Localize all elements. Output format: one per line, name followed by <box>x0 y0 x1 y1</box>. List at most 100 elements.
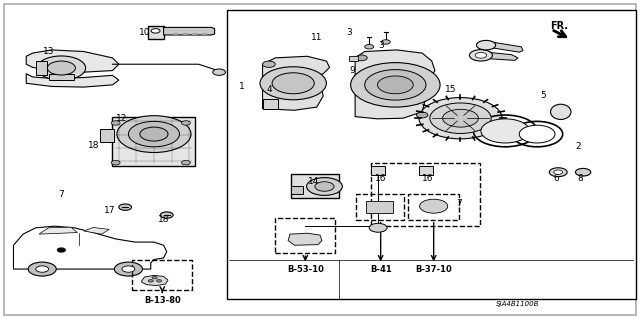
Circle shape <box>549 168 567 177</box>
Bar <box>371 166 385 175</box>
Text: 12: 12 <box>116 114 128 123</box>
Bar <box>100 129 114 142</box>
Circle shape <box>122 266 135 272</box>
Circle shape <box>365 70 426 100</box>
Circle shape <box>181 121 190 125</box>
Circle shape <box>469 50 492 61</box>
Bar <box>182 33 188 35</box>
Polygon shape <box>288 233 322 245</box>
Text: FR.: FR. <box>550 21 568 31</box>
Polygon shape <box>491 42 523 52</box>
Circle shape <box>148 279 154 282</box>
Text: 4: 4 <box>266 85 272 94</box>
Circle shape <box>181 160 190 165</box>
Circle shape <box>307 178 342 196</box>
Bar <box>408 194 460 220</box>
Circle shape <box>481 119 529 143</box>
Bar <box>113 117 195 166</box>
Bar <box>36 61 47 75</box>
Circle shape <box>356 55 367 61</box>
Circle shape <box>554 170 563 174</box>
Circle shape <box>419 98 502 139</box>
Circle shape <box>117 116 191 152</box>
Circle shape <box>575 168 591 176</box>
Text: 8: 8 <box>578 174 584 183</box>
Bar <box>132 260 192 290</box>
Text: 7: 7 <box>58 190 64 199</box>
Circle shape <box>262 61 275 67</box>
Circle shape <box>260 67 326 100</box>
Text: 6: 6 <box>554 174 559 183</box>
Text: B-13-80: B-13-80 <box>144 296 180 305</box>
Text: 3: 3 <box>346 28 351 37</box>
Ellipse shape <box>550 104 571 120</box>
Circle shape <box>365 45 374 49</box>
Bar <box>291 174 339 197</box>
Circle shape <box>152 276 157 279</box>
Circle shape <box>443 109 478 127</box>
Circle shape <box>519 125 555 143</box>
Bar <box>49 74 74 80</box>
Polygon shape <box>262 56 330 110</box>
Circle shape <box>475 52 486 58</box>
Circle shape <box>119 204 132 210</box>
Circle shape <box>315 182 334 191</box>
Text: 1: 1 <box>239 82 245 91</box>
Circle shape <box>417 112 428 118</box>
Polygon shape <box>486 52 518 60</box>
Text: B-53-10: B-53-10 <box>287 264 324 274</box>
Bar <box>202 33 207 35</box>
Polygon shape <box>141 275 168 286</box>
Text: 17: 17 <box>104 206 115 215</box>
Bar <box>227 10 636 299</box>
Bar <box>275 218 335 253</box>
Text: 14: 14 <box>308 177 319 186</box>
Polygon shape <box>164 27 214 35</box>
Text: SJA4B1100B: SJA4B1100B <box>496 301 540 307</box>
Bar <box>262 99 278 109</box>
Circle shape <box>28 262 56 276</box>
Text: 15: 15 <box>445 85 457 94</box>
Circle shape <box>151 29 160 33</box>
Circle shape <box>140 127 168 141</box>
Circle shape <box>369 223 387 232</box>
Text: 16: 16 <box>422 174 433 183</box>
Bar <box>371 163 479 226</box>
Bar <box>192 33 197 35</box>
Bar <box>148 26 164 39</box>
Text: 2: 2 <box>576 142 582 151</box>
Circle shape <box>115 262 143 276</box>
Polygon shape <box>84 227 109 234</box>
Text: 9: 9 <box>349 66 355 75</box>
Circle shape <box>212 69 225 75</box>
Text: 5: 5 <box>541 92 547 100</box>
Text: 7: 7 <box>456 199 462 208</box>
Circle shape <box>37 56 86 80</box>
Bar <box>419 166 433 175</box>
Circle shape <box>161 212 173 218</box>
Text: 16: 16 <box>375 174 387 183</box>
Circle shape <box>272 73 314 94</box>
Circle shape <box>47 61 76 75</box>
Polygon shape <box>39 227 77 234</box>
Circle shape <box>36 266 49 272</box>
Text: 18: 18 <box>88 141 99 150</box>
Circle shape <box>420 199 448 213</box>
Text: B-41: B-41 <box>370 264 392 274</box>
Polygon shape <box>26 74 119 87</box>
Text: 11: 11 <box>311 33 323 42</box>
Circle shape <box>111 121 120 125</box>
Circle shape <box>129 122 179 147</box>
Bar <box>173 33 178 35</box>
Bar <box>356 194 404 220</box>
Polygon shape <box>13 226 167 269</box>
Circle shape <box>58 248 65 252</box>
Bar <box>349 56 358 61</box>
Circle shape <box>111 160 120 165</box>
Circle shape <box>378 76 413 94</box>
Text: 13: 13 <box>43 47 54 56</box>
Bar <box>366 201 393 213</box>
Circle shape <box>476 41 495 50</box>
Circle shape <box>351 63 440 107</box>
Polygon shape <box>26 50 119 72</box>
